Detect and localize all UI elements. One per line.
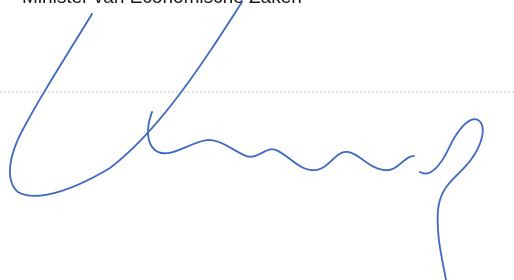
signature-area: [0, 0, 514, 280]
signature-stroke: [148, 112, 414, 170]
signature-stroke: [10, 2, 242, 196]
signature: [10, 2, 483, 280]
document-page: Minister van Economische Zaken: [0, 0, 514, 280]
signature-stroke: [420, 119, 483, 280]
